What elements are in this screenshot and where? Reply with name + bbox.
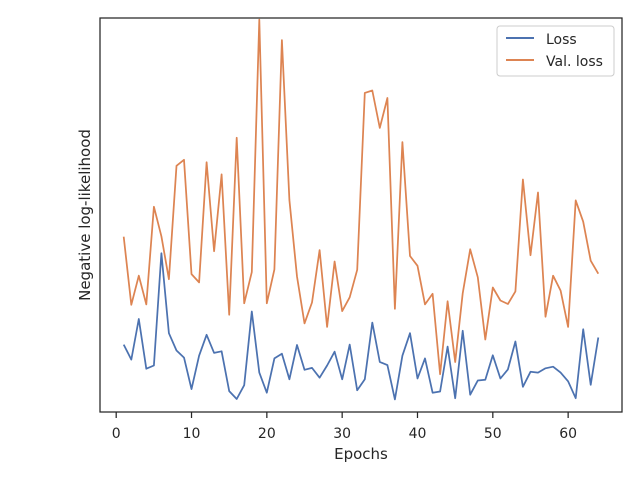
series-line-loss: [122, 252, 600, 401]
x-axis-label: Epochs: [334, 445, 388, 463]
x-axis-ticks: 0 10 20 30 40 50 60: [112, 412, 577, 442]
x-tick-label: 60: [559, 426, 577, 442]
legend-label-loss: Loss: [546, 32, 577, 48]
x-tick-label: 0: [112, 426, 121, 442]
x-tick-label: 30: [333, 426, 351, 442]
y-axis-label: Negative log-likelihood: [76, 129, 94, 301]
plot-frame: [99, 17, 623, 413]
series-line-val-loss: [122, 18, 600, 376]
legend: Loss Val. loss: [496, 25, 615, 77]
x-tick-label: 50: [484, 426, 502, 442]
series-lines: [122, 18, 600, 401]
x-tick-label: 20: [258, 426, 276, 442]
legend-label-val-loss: Val. loss: [546, 54, 603, 70]
x-tick-label: 40: [409, 426, 427, 442]
x-tick-label: 10: [183, 426, 201, 442]
